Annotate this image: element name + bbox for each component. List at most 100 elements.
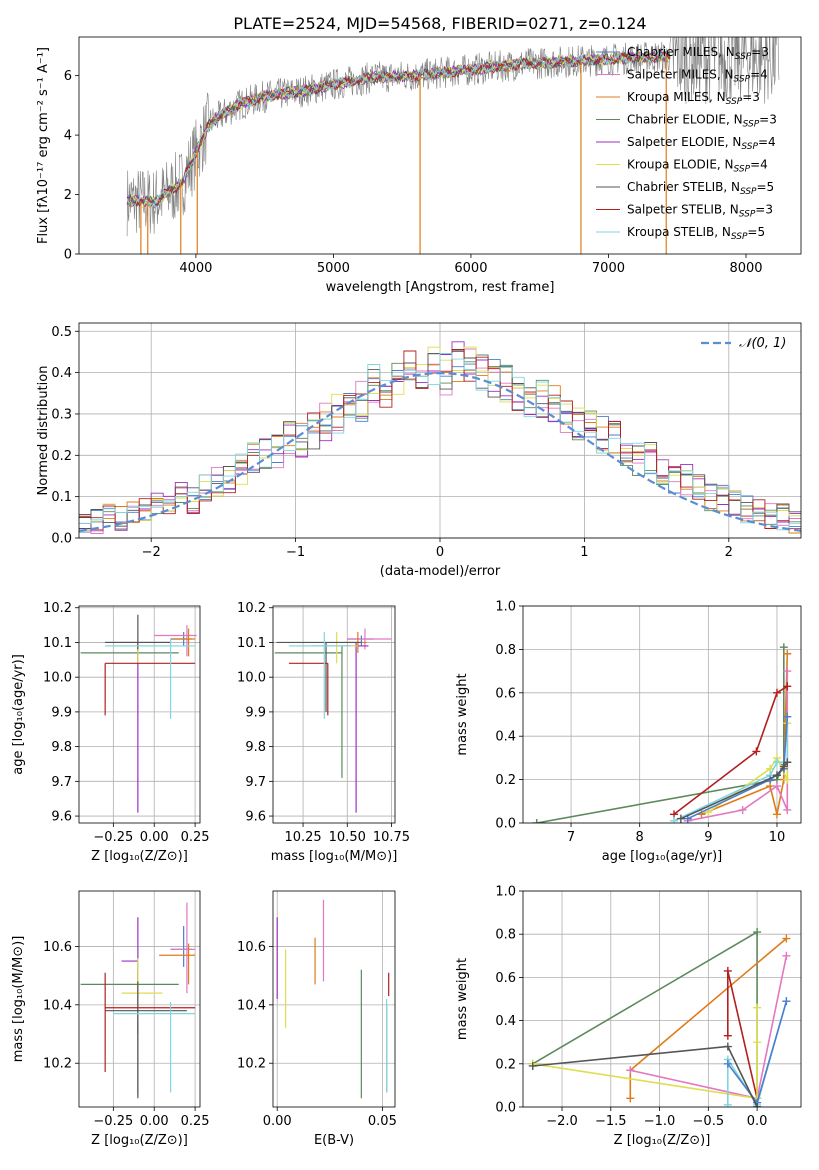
x-tick-label: −0.25 — [93, 830, 133, 845]
weight-marker-kroupa-elodie — [753, 1003, 762, 1012]
x-axis-label: age [log₁₀(age/yr)] — [602, 849, 723, 864]
y-axis-label: Normed distribution — [36, 366, 51, 496]
spectrum-panel: 4000 5000 6000 7000 8000 0 2 4 6 wavelength [Angs… — [36, 36, 802, 295]
plot-area — [80, 614, 197, 813]
weight-marker-salpeter-stelib — [783, 682, 792, 691]
weight-line-chabrier-elodie — [536, 647, 785, 823]
y-tick-label: 0.4 — [495, 1014, 516, 1029]
y-tick-label: 0.6 — [495, 971, 516, 986]
legend-label-text: Kroupa ELODIE, N — [627, 158, 734, 172]
y-tick-label: 0.0 — [51, 532, 72, 547]
y-tick-label: 0.0 — [495, 817, 516, 832]
legend-label: Salpeter MILES, NSSP=4 — [627, 68, 768, 85]
y-tick-label: 9.7 — [51, 775, 72, 790]
legend-label-sub: SSP — [734, 165, 751, 175]
legend-label: Kroupa ELODIE, NSSP=4 — [627, 158, 768, 175]
legend-label-sub: SSP — [743, 120, 760, 130]
x-tick-label: 6000 — [454, 261, 487, 276]
x-axis-label: Z [log₁₀(Z/Z⊙)] — [614, 1133, 711, 1148]
mass-vs-metallicity-panel: −0.25 0.00 0.25 10.2 10.4 10.6 Z [log₁₀(Z/Z⊙)]… — [11, 890, 210, 1148]
x-tick-label: 0.00 — [140, 830, 169, 845]
legend-label-suffix: =3 — [742, 90, 760, 104]
axes-frame — [78, 322, 802, 539]
x-tick-label: 10.75 — [373, 830, 410, 845]
weight-marker-kroupa-miles — [782, 934, 791, 943]
y-tick-label: 1.0 — [495, 600, 516, 615]
x-axis-label: mass [log₁₀(M/M⊙)] — [271, 849, 398, 864]
y-tick-label: 10.2 — [237, 601, 266, 616]
model-spectrum-chabrier-stelib — [126, 51, 671, 208]
y-tick-label: 0.2 — [495, 1057, 516, 1072]
weight-line-salpeter-stelib — [673, 685, 788, 815]
weight-marker-chabrier-stelib — [753, 1103, 762, 1107]
grid-lines — [79, 891, 200, 1107]
y-tick-label: 0.1 — [51, 490, 72, 505]
residual-histogram-kroupa-stelib — [79, 353, 801, 531]
weight-marker-salpeter-stelib — [723, 1031, 732, 1040]
legend-label-sub: SSP — [735, 52, 752, 62]
legend-label-text: Chabrier STELIB, N — [627, 180, 740, 194]
x-axis-label: Z [log₁₀(Z/Z⊙)] — [91, 849, 188, 864]
axes-frame — [272, 890, 396, 1108]
x-tick-label: 0.00 — [263, 1114, 292, 1129]
weight-marker-chabrier-stelib — [779, 762, 788, 771]
y-axis-label: Flux [fλ10⁻¹⁷ erg cm⁻² s⁻¹ A⁻¹] — [36, 47, 51, 244]
y-tick-label: 0 — [64, 248, 72, 263]
x-tick-label: 9 — [704, 830, 712, 845]
y-tick-label: 10.6 — [43, 940, 72, 955]
axes-frame — [272, 605, 396, 824]
y-tick-label: 2 — [64, 188, 72, 203]
y-tick-label: 9.8 — [51, 740, 72, 755]
y-tick-label: 10.0 — [43, 671, 72, 686]
x-tick-label: 4000 — [179, 261, 212, 276]
x-tick-label: 0.25 — [181, 830, 210, 845]
weight-marker-salpeter-stelib — [752, 747, 761, 756]
weight-marker-chabrier-miles — [723, 1059, 732, 1068]
x-tick-label: 0.25 — [181, 1114, 210, 1129]
plot-area — [532, 643, 792, 823]
y-tick-label: 0.4 — [51, 366, 72, 381]
y-tick-label: 10.2 — [237, 1057, 266, 1072]
plot-area — [276, 899, 390, 1099]
x-axis-label: E(B-V) — [314, 1133, 354, 1148]
y-tick-label: 9.9 — [51, 705, 72, 720]
x-axis-label: Z [log₁₀(Z/Z⊙)] — [91, 1133, 188, 1148]
legend-label-suffix: =3 — [755, 203, 773, 217]
legend-label-text: Salpeter STELIB, N — [627, 203, 739, 217]
weight-marker-kroupa-miles — [772, 810, 781, 819]
mass-vs-ebv-panel: 0.00 0.05 10.2 10.4 10.6 E(B-V) — [237, 890, 397, 1148]
weight-marker-chabrier-stelib — [676, 814, 685, 823]
legend-label-suffix: =3 — [759, 113, 777, 127]
y-tick-label: 4 — [64, 129, 72, 144]
legend-label: Chabrier MILES, NSSP=3 — [627, 45, 769, 62]
legend-label-suffix: =5 — [757, 180, 775, 194]
grid-lines — [523, 890, 801, 1108]
weight-line-kroupa-elodie — [532, 1007, 758, 1100]
y-tick-label: 1.0 — [495, 885, 516, 900]
y-tick-label: 9.7 — [245, 775, 266, 790]
legend-label: Kroupa MILES, NSSP=3 — [627, 90, 760, 107]
x-tick-label: −0.5 — [693, 1114, 725, 1129]
y-tick-label: 0.6 — [495, 686, 516, 701]
weight-marker-kroupa-elodie — [783, 775, 792, 784]
y-tick-label: 0.5 — [51, 325, 72, 340]
x-tick-label: −1 — [286, 545, 305, 560]
y-axis-label: mass [log₁₀(M/M⊙)] — [11, 936, 26, 1063]
x-tick-label: 5000 — [317, 261, 350, 276]
y-tick-label: 0.4 — [495, 730, 516, 745]
x-tick-label: −0.25 — [93, 1114, 133, 1129]
legend-label-suffix: =4 — [758, 135, 776, 149]
weight-marker-kroupa-stelib — [670, 816, 679, 823]
y-tick-label: 10.1 — [43, 636, 72, 651]
plot-area — [126, 37, 780, 254]
weight-marker-salpeter-miles — [783, 667, 792, 676]
y-tick-label: 10.2 — [43, 1057, 72, 1072]
axes-frame — [522, 890, 802, 1108]
legend-label-sub: SSP — [726, 97, 743, 107]
y-tick-label: 9.6 — [51, 810, 72, 825]
weight-marker-salpeter-stelib — [723, 966, 732, 975]
plot-area — [528, 928, 791, 1107]
y-tick-label: 10.0 — [237, 671, 266, 686]
legend-label-suffix: =5 — [747, 225, 765, 239]
